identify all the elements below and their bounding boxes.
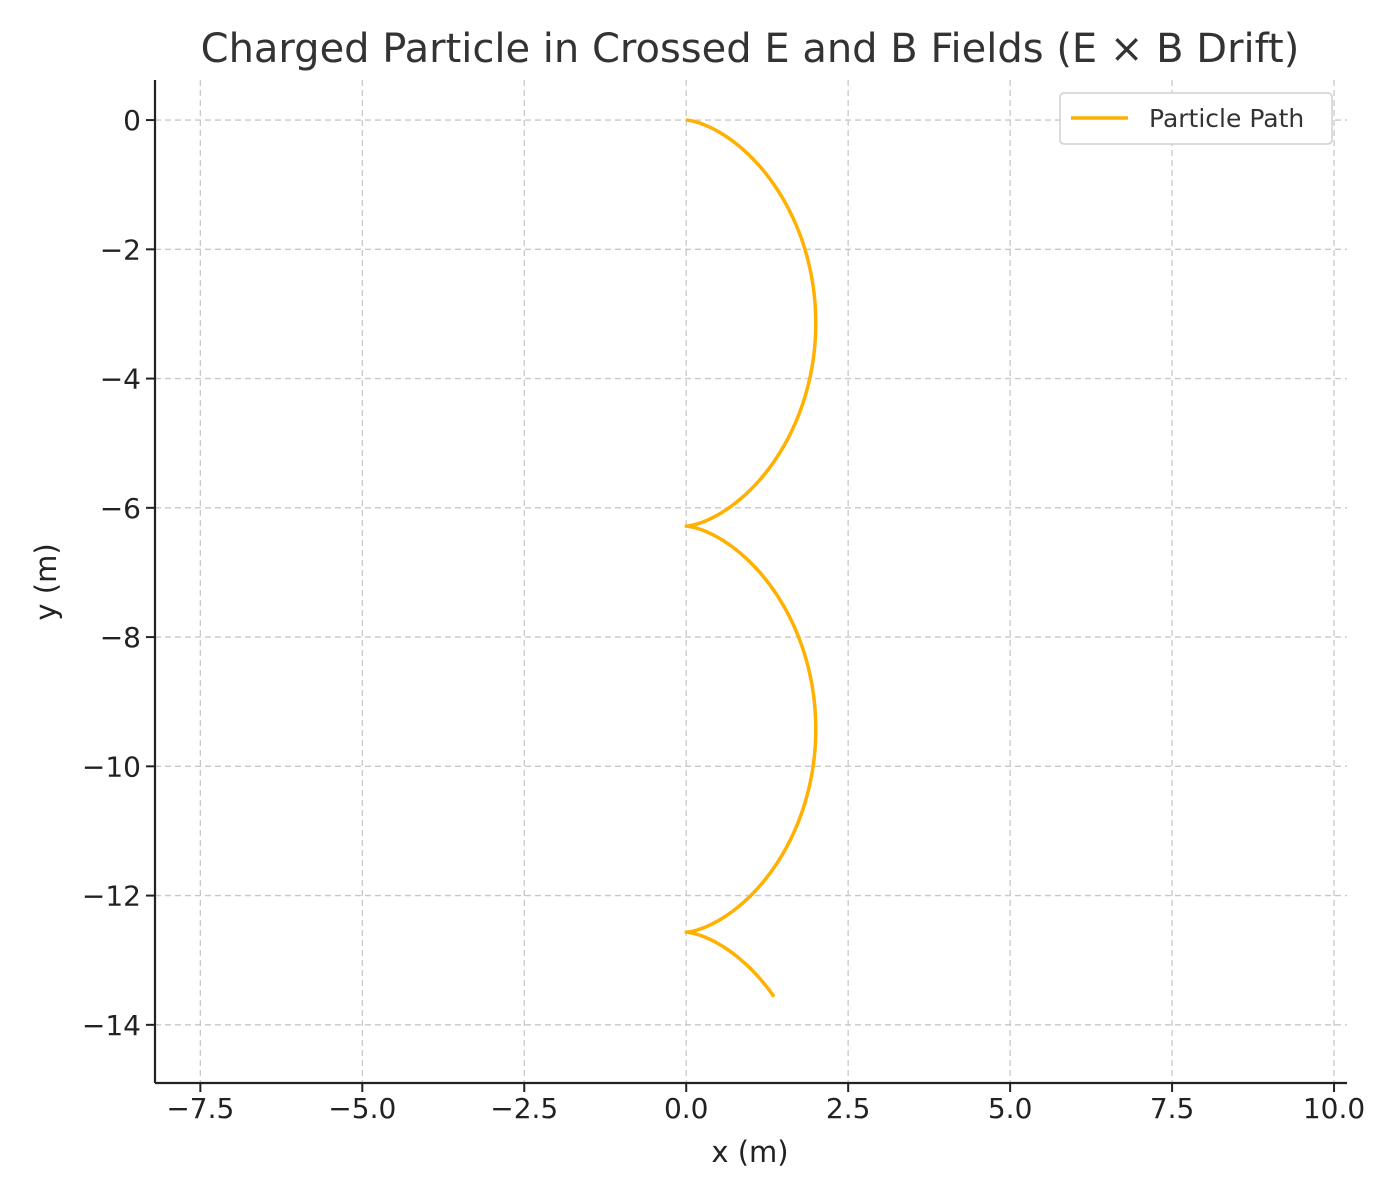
- legend: Particle Path: [1059, 92, 1333, 145]
- x-tick-label: 10.0: [1303, 1092, 1365, 1125]
- y-axis-ticks: 0 −2 −4 −6 −8 −10 −12 −14: [82, 104, 155, 1042]
- series-line-particle-path: [684, 118, 818, 998]
- x-tick-label: −5.0: [328, 1092, 396, 1125]
- x-tick-label: 5.0: [988, 1092, 1033, 1125]
- y-tick-label: −14: [82, 1009, 141, 1042]
- legend-label-particle-path: Particle Path: [1149, 104, 1304, 133]
- y-tick-label: −12: [82, 880, 141, 913]
- y-tick-label: −8: [100, 621, 141, 654]
- x-tick-label: 2.5: [826, 1092, 871, 1125]
- y-axis-label: y (m): [29, 543, 63, 620]
- x-tick-label: 7.5: [1150, 1092, 1195, 1125]
- y-tick-label: −10: [82, 750, 141, 783]
- grid: [155, 80, 1347, 1083]
- x-tick-label: 0.0: [664, 1092, 709, 1125]
- x-axis-label: x (m): [711, 1135, 788, 1169]
- y-tick-label: −6: [100, 492, 141, 525]
- x-tick-label: −2.5: [490, 1092, 558, 1125]
- y-tick-label: −2: [100, 233, 141, 266]
- series-layer: [684, 118, 818, 998]
- legend-box: [1059, 92, 1333, 145]
- y-tick-label: −4: [100, 363, 141, 396]
- x-axis-ticks: −7.5 −5.0 −2.5 0.0 2.5 5.0 7.5 10.0: [166, 1083, 1365, 1125]
- x-tick-label: −7.5: [166, 1092, 234, 1125]
- chart-title: Charged Particle in Crossed E and B Fiel…: [201, 26, 1300, 72]
- y-tick-label: 0: [123, 104, 141, 137]
